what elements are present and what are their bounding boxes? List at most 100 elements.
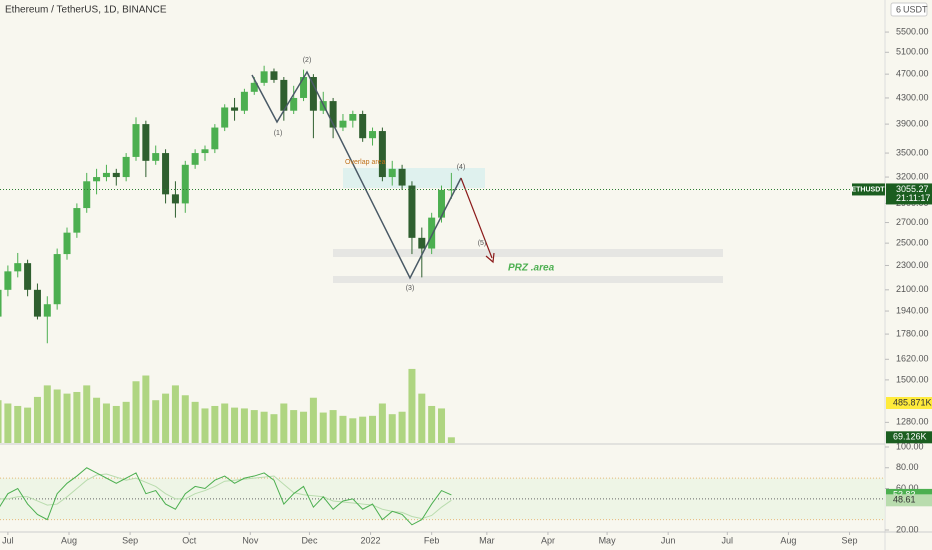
volume-bar (83, 385, 91, 443)
volume-bar (309, 397, 317, 443)
candle-body (359, 113, 367, 139)
candle-body (349, 113, 357, 121)
candle-body (260, 71, 268, 83)
volume-bar (93, 397, 101, 443)
rsi-marker (886, 494, 932, 507)
volume-bar (319, 412, 327, 443)
candle-body (0, 289, 2, 317)
y-tick-label: 80.00 (896, 462, 919, 472)
volume-bar (369, 415, 377, 443)
x-tick-label: May (599, 535, 617, 545)
volume-bar (201, 408, 209, 443)
candle-body (231, 107, 239, 111)
currency-box[interactable] (890, 2, 928, 17)
candle-body (33, 289, 41, 317)
rsi-line (0, 473, 452, 520)
volume-bar (24, 407, 32, 443)
wave-label: (4) (457, 164, 466, 171)
volume-bar (378, 403, 386, 443)
countdown: 21:11:17 (896, 193, 930, 203)
y-tick-label: 1780.00 (896, 328, 929, 338)
y-tick-label: 100.00 (896, 441, 924, 451)
x-tick-label: Nov (242, 535, 259, 545)
arrow-head (485, 252, 495, 264)
volume-marker-label: 485.871K (893, 397, 932, 407)
volume-bar (349, 418, 357, 443)
volume-bar (339, 415, 347, 443)
volume-bar (142, 375, 150, 443)
volume-bar (162, 393, 170, 443)
y-tick-label: 2300.00 (896, 260, 929, 270)
volume-bar (132, 381, 140, 443)
volume-bar (33, 396, 41, 443)
candle-body (280, 79, 288, 111)
x-tick-label: Oct (182, 535, 197, 545)
candle-body (378, 131, 386, 178)
volume-bar (43, 385, 51, 443)
overlap-label: Overlap area (345, 159, 386, 166)
volume-bar (260, 411, 268, 443)
volume-bar (14, 405, 22, 443)
candle-body (112, 172, 120, 178)
chart-title: Ethereum / TetherUS, 1D, BINANCE (5, 5, 167, 16)
volume-bar (122, 401, 130, 443)
y-tick-label: 2700.00 (896, 217, 929, 227)
volume-bar (221, 403, 229, 443)
volume-bar (73, 391, 81, 443)
volume-bar (418, 393, 426, 443)
candle-body (142, 124, 150, 161)
candle-body (24, 263, 32, 290)
projection-arrow (460, 177, 493, 259)
candle-body (181, 164, 189, 204)
y-tick-label: 1500.00 (896, 374, 929, 384)
symbol-label: ETHUSDT (851, 186, 885, 193)
volume-bar (152, 400, 160, 443)
y-tick-label: 1620.00 (896, 354, 929, 364)
candle-body (63, 232, 71, 255)
x-tick-label: Aug (780, 535, 796, 545)
x-tick-label: Dec (301, 535, 318, 545)
volume-bar (211, 405, 219, 443)
volume-bar (388, 414, 396, 443)
rsi-line (0, 467, 452, 526)
candle-body (418, 237, 426, 249)
candle-body (211, 127, 219, 150)
y-tick-label: 4700.00 (896, 69, 929, 79)
candle-body (398, 168, 406, 186)
x-tick-label: Mar (479, 535, 495, 545)
candle-body (447, 189, 455, 191)
y-tick-label: 5100.00 (896, 47, 929, 57)
rsi-marker-label: 48.61 (893, 495, 916, 505)
volume-bar (171, 385, 179, 443)
volume-bar (447, 437, 455, 443)
volume-bar (270, 414, 278, 443)
volume-bar (112, 405, 120, 443)
wave-label: (1) (274, 130, 283, 137)
x-tick-label: Jun (661, 535, 676, 545)
volume-bar (231, 407, 239, 443)
x-tick-label: Aug (61, 535, 77, 545)
wave-label: (2) (303, 57, 312, 64)
candle-body (290, 97, 298, 111)
candle-body (329, 101, 337, 128)
last-price: 3055.27 (896, 184, 929, 194)
y-tick-label: 2100.00 (896, 284, 929, 294)
volume-bar (280, 403, 288, 443)
prz-label: PRZ .area (508, 263, 555, 274)
candle-body (438, 189, 446, 218)
currency: USDT (903, 4, 928, 14)
volume-marker (886, 397, 932, 410)
candle-body (339, 120, 347, 128)
volume-bar (329, 410, 337, 443)
volume-bar (240, 408, 248, 443)
overlap-zone (343, 168, 485, 188)
candle-body (221, 107, 229, 128)
candle-body (4, 271, 12, 290)
candle-body (191, 153, 199, 165)
candle-body (270, 71, 278, 80)
candle-body (122, 156, 130, 178)
volume-marker (886, 431, 932, 444)
x-tick-label: Apr (541, 535, 555, 545)
